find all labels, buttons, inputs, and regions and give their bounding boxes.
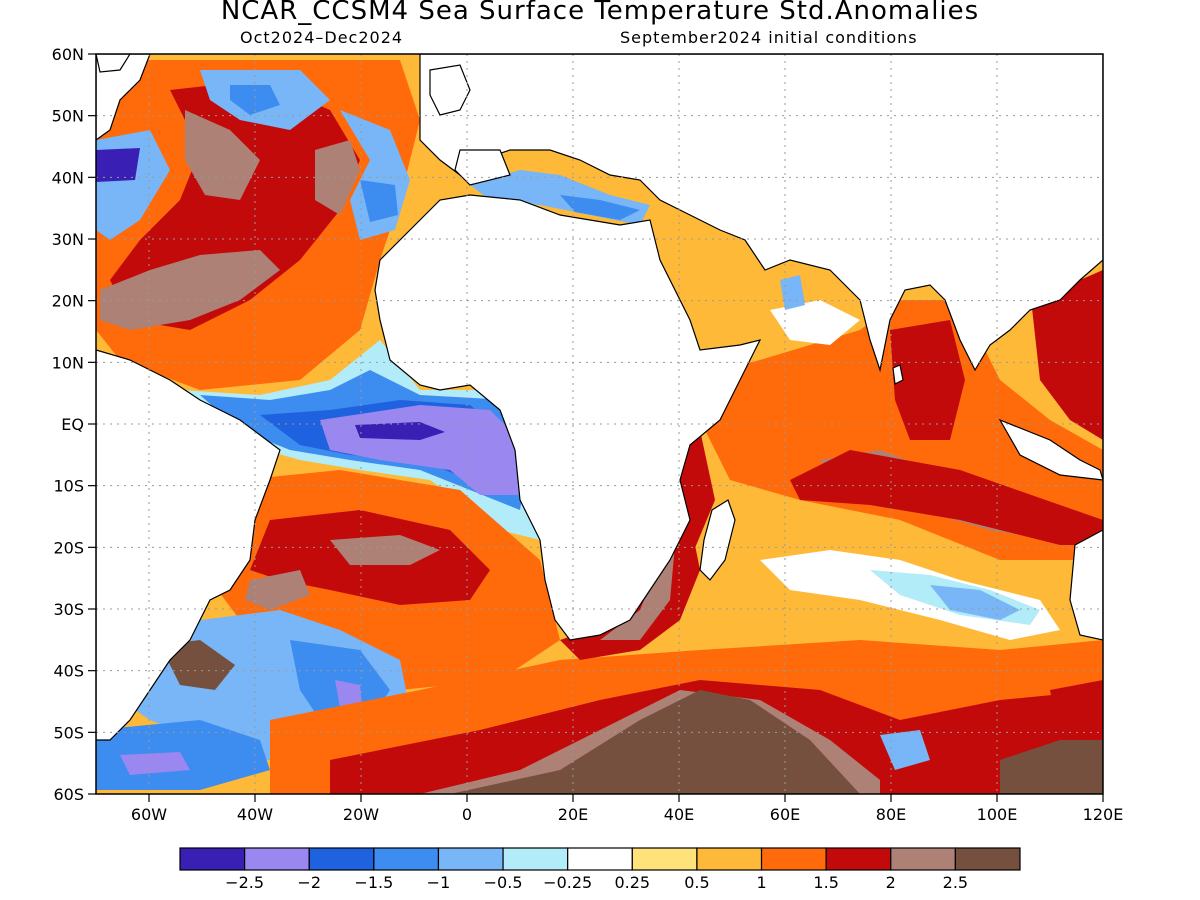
longitude-label: 40W — [237, 805, 273, 824]
colorbar-label: 2 — [886, 873, 896, 892]
southern-ocean-cold-spot — [880, 730, 930, 770]
longitude-label: 100E — [977, 805, 1018, 824]
colorbar-label: 0.25 — [614, 873, 650, 892]
longitude-label: 20W — [343, 805, 379, 824]
northwest-pacific-edge — [1060, 270, 1103, 300]
madagascar-land — [699, 499, 736, 581]
longitude-label: 80E — [876, 805, 906, 824]
colorbar-label: 1 — [756, 873, 766, 892]
colorbar-swatch — [308, 847, 375, 871]
agulhas-extreme — [600, 545, 675, 640]
colorbar-swatch — [825, 847, 892, 871]
longitude-label: 120E — [1083, 805, 1124, 824]
latitude-label: 20N — [52, 292, 84, 311]
latitude-label: 50S — [53, 723, 84, 742]
latitude-label: 10S — [53, 477, 84, 496]
southwest-atlantic-very-cold — [335, 680, 362, 708]
latitude-label: 50N — [52, 107, 84, 126]
colorbar-swatch — [631, 847, 698, 871]
colorbar — [179, 847, 1021, 871]
australia-land — [1069, 529, 1103, 641]
iberia-coast — [454, 149, 511, 186]
southern-ocean-east-warm — [1000, 735, 1103, 794]
colorbar-swatch — [244, 847, 310, 871]
mediterranean-cold-core — [560, 195, 640, 220]
longitude-label: 60W — [131, 805, 167, 824]
graticule — [96, 53, 1104, 795]
colorbar-swatch — [179, 847, 246, 871]
colorbar-label: 0.5 — [684, 873, 709, 892]
colorbar-swatch — [890, 847, 956, 871]
colorbar-label: −1 — [427, 873, 451, 892]
colorbar-swatch — [437, 847, 504, 871]
initial-conditions: September2024 initial conditions — [620, 28, 918, 47]
southern-ocean-max-warm — [450, 690, 860, 794]
south-america-land — [96, 349, 281, 741]
longitude-labels: 60W 40W 20W 0 20E 40E 60E 80E 100E 120E — [131, 794, 1123, 824]
southwest-atlantic-cold — [290, 640, 390, 720]
south-atlantic-extreme-warm-2 — [245, 570, 310, 610]
latitude-labels: 60N 50N 40N 30N 20N 10N EQ 10S 20S 30S 40S 50S 60S — [52, 45, 96, 804]
colorbar-swatch — [696, 847, 763, 871]
longitude-label: 60E — [770, 805, 800, 824]
colorbar-labels: −2.5 −2 −1.5 −1 −0.5 −0.25 0.25 0.5 1 1.5 2 2.5 — [225, 873, 968, 892]
north-atlantic-extreme-warm — [100, 250, 280, 330]
mid-atlantic-cold-core — [360, 180, 398, 222]
patagonia-warm-patch — [160, 640, 235, 690]
eurasia-land — [419, 54, 1103, 373]
latitude-label: EQ — [61, 415, 84, 434]
colorbar-label: −1.5 — [354, 873, 393, 892]
latitude-label: 10N — [52, 353, 84, 372]
north-atlantic-extreme-warm-3 — [315, 140, 360, 215]
south-atlantic-extreme-warm — [330, 535, 440, 565]
forecast-period: Oct2024–Dec2024 — [240, 28, 404, 47]
longitude-label: 0 — [462, 805, 472, 824]
latitude-label: 60S — [53, 785, 84, 804]
southeast-asia-islands — [998, 418, 1103, 481]
latitude-label: 30N — [52, 230, 84, 249]
north-america-land — [96, 54, 151, 141]
colorbar-label: 1.5 — [813, 873, 838, 892]
colorbar-swatch — [373, 847, 440, 871]
southeast-indian-warm — [1050, 680, 1103, 740]
latitude-label: 60N — [52, 45, 84, 64]
latitude-label: 20S — [53, 538, 84, 557]
south-china-sea-strong-warm — [1030, 270, 1103, 440]
chart-title: NCAR_CCSM4 Sea Surface Temperature Std.A… — [220, 0, 980, 26]
africa-land — [374, 194, 762, 641]
arabian-sea-cool-patch — [770, 300, 860, 345]
indian-ocean-cold-core — [930, 585, 1020, 620]
drake-passage-very-cold — [120, 752, 190, 775]
latitude-label: 40N — [52, 168, 84, 187]
bay-of-bengal-strong-warm — [890, 320, 965, 440]
equatorial-atlantic-extreme-cold — [355, 422, 445, 440]
colorbar-label: −2.5 — [225, 873, 264, 892]
north-atlantic-extreme-warm-2 — [185, 110, 260, 200]
north-atlantic-blue-core — [230, 85, 280, 115]
indian-ocean-strong-warm-band — [790, 450, 1103, 545]
colorbar-label: −0.5 — [484, 873, 523, 892]
arabian-sea-cold-spot — [780, 275, 805, 310]
british-isles-land — [429, 64, 471, 116]
longitude-label: 20E — [558, 805, 588, 824]
colorbar-swatch — [567, 847, 633, 871]
colorbar-swatch — [760, 847, 827, 871]
labrador-strong-cold — [96, 148, 140, 182]
greenland-tip — [96, 54, 131, 73]
colorbar-label: −2 — [297, 873, 321, 892]
longitude-label: 40E — [664, 805, 694, 824]
colorbar-label: −0.25 — [543, 873, 592, 892]
colorbar-swatch — [502, 847, 569, 871]
sri-lanka-land — [892, 364, 904, 385]
colorbar-swatch — [954, 847, 1021, 871]
colorbar-label: 2.5 — [943, 873, 968, 892]
latitude-label: 30S — [53, 600, 84, 619]
latitude-label: 40S — [53, 662, 84, 681]
